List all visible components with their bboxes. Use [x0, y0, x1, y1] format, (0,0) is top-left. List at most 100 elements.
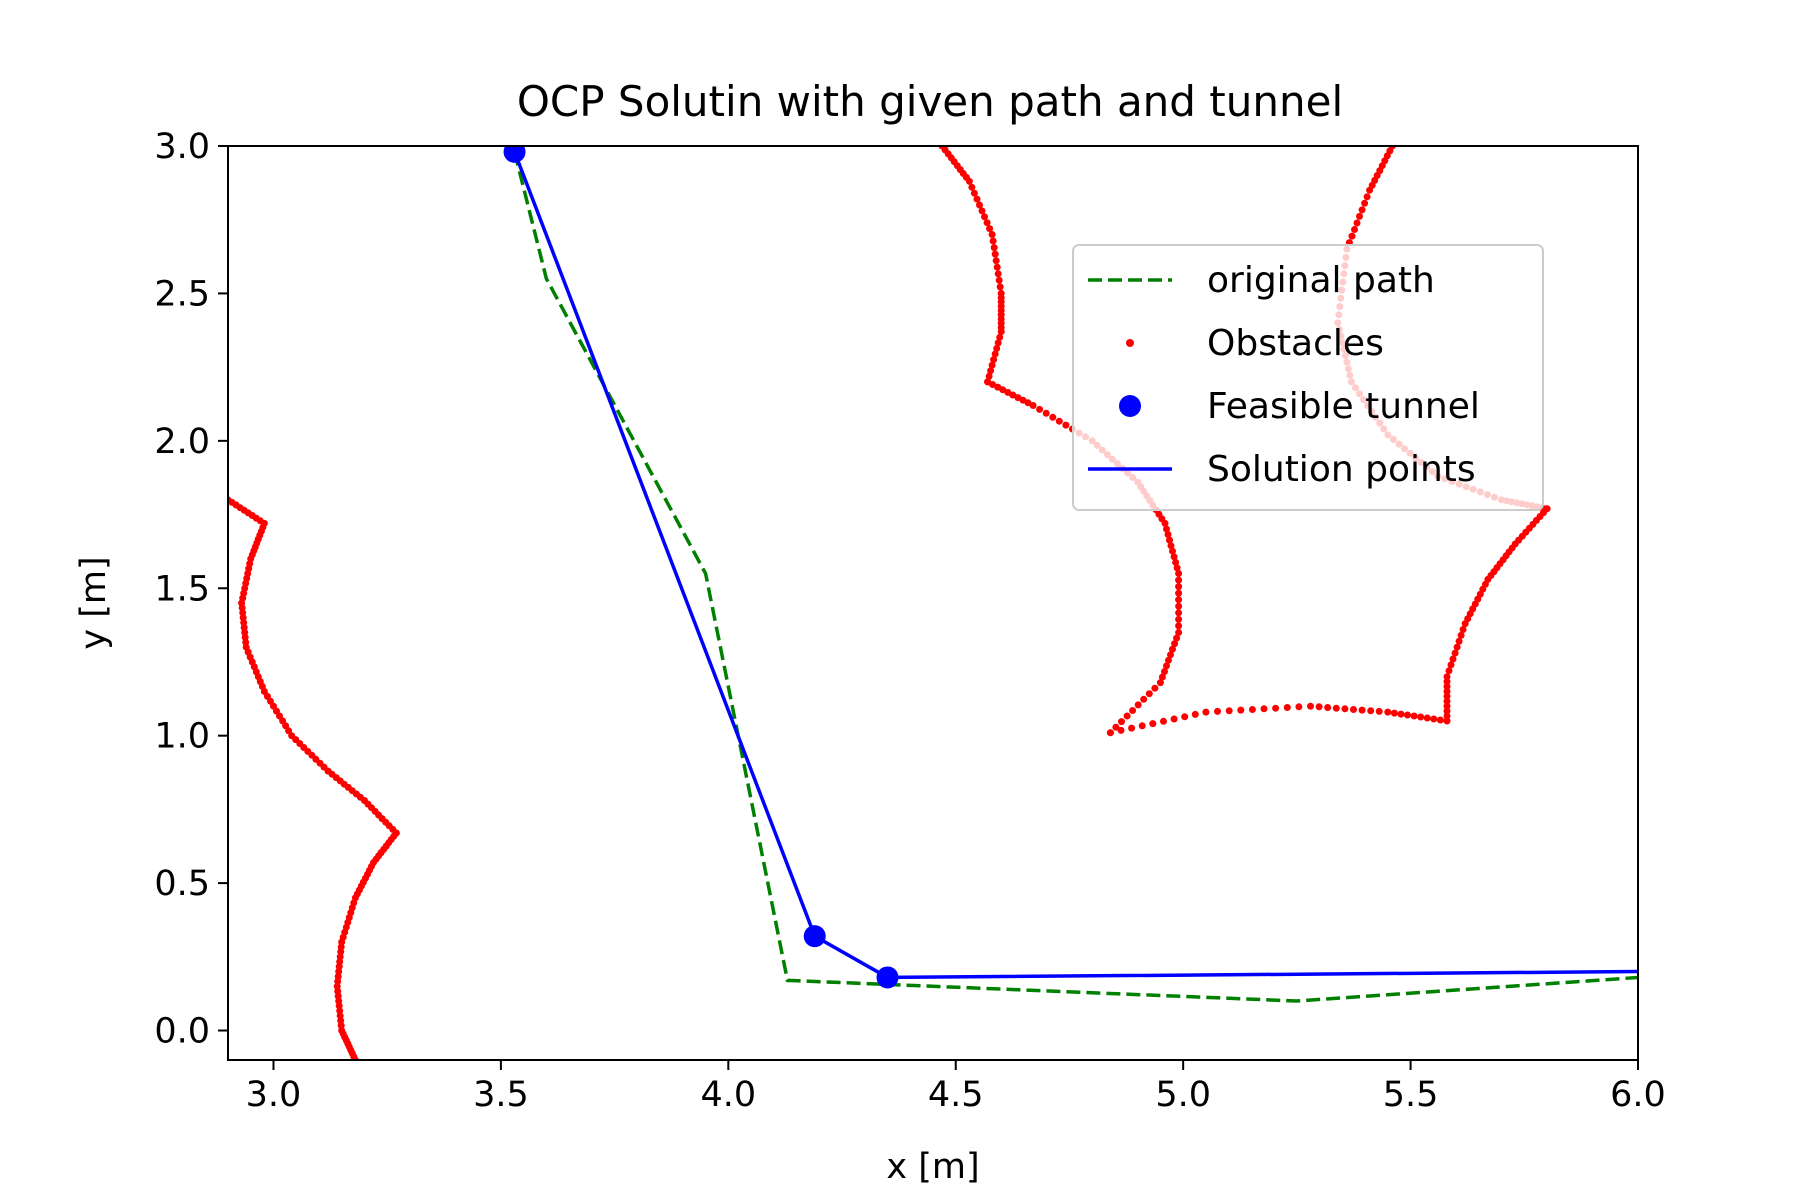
- y-axis-label: y [m]: [74, 556, 114, 649]
- obstacle-point: [1145, 690, 1153, 698]
- obstacle-point: [990, 244, 998, 252]
- obstacle-point: [993, 345, 1001, 352]
- obstacle-point: [991, 250, 999, 258]
- obstacle-point: [1175, 629, 1183, 636]
- obstacle-point: [1167, 651, 1174, 659]
- obstacle-point: [965, 177, 973, 185]
- obstacle-point: [1332, 704, 1340, 712]
- obstacle-point: [1443, 717, 1451, 725]
- obstacle-point: [1436, 716, 1444, 724]
- y-axis: 0.0 0.5 1.0 1.5 2.0 2.5 3.0: [154, 127, 228, 1052]
- obstacle-point: [994, 270, 1002, 278]
- obstacle-point: [1161, 519, 1169, 527]
- obstacle-point: [1055, 417, 1063, 425]
- obstacle-point: [1358, 706, 1366, 714]
- legend-label: Feasible tunnel: [1207, 386, 1480, 427]
- obstacle-point: [1443, 702, 1451, 710]
- feasible-tunnel-marker: [803, 925, 826, 948]
- obstacle-point: [1049, 413, 1057, 421]
- obstacle-point: [1455, 637, 1463, 645]
- obstacle-point: [1175, 576, 1183, 584]
- obstacle-point: [1307, 702, 1314, 710]
- obstacle-point: [1375, 707, 1383, 715]
- obstacle-point: [1248, 706, 1256, 713]
- obstacle-point: [1459, 626, 1467, 633]
- obstacle-point: [1175, 583, 1183, 591]
- obstacle-point: [1457, 631, 1465, 639]
- obstacle-point: [1225, 707, 1233, 715]
- x-axis: 3.0 3.5 4.0 4.5 5.0 5.5 6.0: [246, 1060, 1666, 1115]
- obstacle-point: [1173, 564, 1181, 572]
- obstacle-point: [1351, 226, 1358, 233]
- obstacle-point: [1160, 717, 1167, 725]
- obstacle-point: [1029, 402, 1037, 409]
- obstacle-point: [1175, 570, 1183, 577]
- legend-label: Obstacles: [1207, 323, 1384, 364]
- obstacle-point: [1170, 553, 1178, 561]
- obstacle-point: [996, 283, 1004, 291]
- series-layer: [228, 146, 1638, 1060]
- obstacle-point: [1112, 723, 1120, 731]
- obstacle-point: [1443, 707, 1451, 715]
- obstacle-point: [973, 195, 981, 203]
- obstacle-point: [1161, 668, 1168, 675]
- feasible-tunnel-marker: [503, 146, 526, 163]
- obstacle-point: [1123, 712, 1131, 720]
- solution-points-line: [512, 151, 1638, 980]
- obstacle-point: [1447, 661, 1455, 669]
- obstacle-point: [1423, 714, 1431, 722]
- obstacle-point: [991, 350, 999, 358]
- legend-frame: [1072, 244, 1544, 511]
- legend-swatch-feasible-tunnel: [1119, 395, 1141, 417]
- y-tick-label: 1.5: [154, 569, 210, 609]
- obstacle-point: [996, 333, 1004, 341]
- obstacle-point: [1181, 713, 1189, 721]
- y-tick-label: 0.0: [154, 1012, 210, 1052]
- obstacle-point: [988, 231, 996, 238]
- obstacle-point: [1237, 706, 1245, 714]
- obstacle-point: [1202, 708, 1210, 716]
- y-tick-label: 1.0: [154, 717, 210, 757]
- obstacle-point: [1353, 219, 1361, 227]
- obstacle-point: [986, 225, 994, 233]
- obstacle-point: [1106, 729, 1114, 737]
- obstacle-point: [1163, 662, 1170, 670]
- obstacle-point: [1169, 547, 1176, 555]
- obstacle-point: [1214, 707, 1221, 715]
- y-tick-label: 2.0: [154, 422, 210, 462]
- obstacle-point: [1348, 232, 1356, 240]
- obstacle-point: [1443, 683, 1451, 690]
- obstacle-point: [1149, 720, 1157, 728]
- obstacle-point: [1363, 193, 1371, 201]
- obstacle-point: [985, 372, 993, 380]
- obstacle-point: [1163, 525, 1170, 533]
- legend-label: original path: [1207, 260, 1435, 301]
- obstacle-point: [1175, 622, 1183, 630]
- x-tick-label: 5.5: [1383, 1075, 1439, 1115]
- x-tick-label: 5.0: [1155, 1075, 1211, 1115]
- obstacle-point: [1175, 589, 1183, 597]
- obstacle-point: [981, 213, 988, 221]
- obstacle-point: [1356, 212, 1363, 220]
- obstacle-point: [992, 257, 1000, 265]
- obstacle-point: [1128, 724, 1136, 732]
- obstacle-point: [1156, 679, 1164, 687]
- obstacle-point: [1350, 706, 1357, 713]
- legend: original path Obstacles Feasible tunnel Sol…: [1072, 244, 1544, 511]
- obstacle-point: [1140, 695, 1148, 703]
- obstacle-point: [1172, 558, 1180, 566]
- obstacle-point: [1171, 640, 1179, 648]
- obstacle-point: [987, 367, 995, 375]
- y-tick-label: 0.5: [154, 864, 210, 904]
- obstacle-point: [1042, 409, 1050, 417]
- obstacle-point: [1443, 678, 1451, 686]
- obstacle-point: [1129, 707, 1137, 714]
- obstacle-point: [968, 183, 976, 191]
- plot-frame: [227, 145, 1639, 1061]
- obstacle-point: [1404, 711, 1411, 719]
- obstacle-point: [1260, 705, 1268, 713]
- obstacle-point: [1410, 712, 1418, 720]
- obstacle-point: [1158, 673, 1166, 681]
- obstacle-point: [1451, 649, 1459, 657]
